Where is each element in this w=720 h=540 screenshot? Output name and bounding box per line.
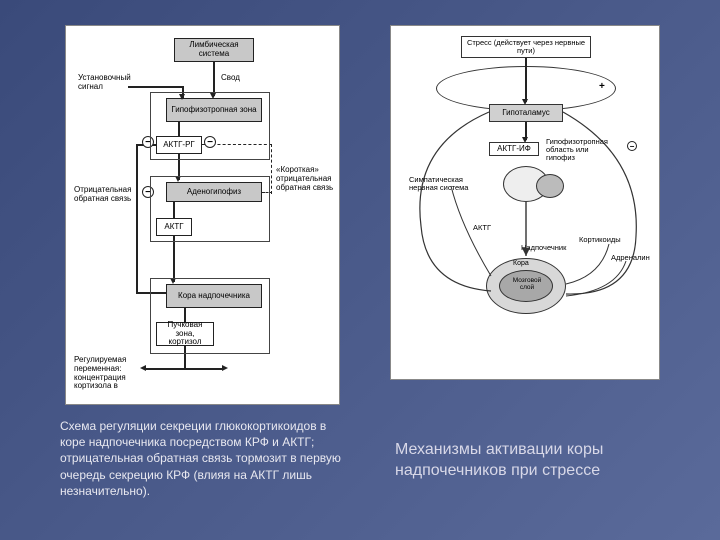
caption-right: Механизмы активации коры надпочечников п…	[395, 440, 675, 482]
label-neg-fb: Отрицательная обратная связь	[74, 186, 136, 204]
label-svod: Свод	[221, 74, 240, 83]
left-diagram-panel: Лимбическая система Гипофизотропная зона…	[65, 25, 340, 405]
label-regulated: Регулируемая переменная: концентрация ко…	[74, 356, 144, 391]
label-signal: Установочный сигнал	[78, 74, 138, 92]
box-limbic: Лимбическая система	[174, 38, 254, 62]
arrow-head	[222, 365, 228, 371]
arrow	[128, 86, 184, 88]
arrow	[144, 368, 224, 370]
minus-icon: −	[627, 141, 637, 151]
label-short-fb: «Короткая» отрицательная обратная связь	[276, 166, 336, 192]
arrow	[173, 236, 175, 282]
arrow	[136, 144, 138, 294]
frame-hypothal	[150, 92, 270, 160]
frame-adrenal	[150, 278, 270, 354]
frame-hypoph	[150, 176, 270, 242]
feedback-curves	[391, 26, 661, 381]
dash-line	[271, 144, 272, 194]
arrow-head	[140, 365, 146, 371]
caption-left: Схема регуляции секреции глюкокортикоидо…	[60, 418, 350, 499]
right-diagram-panel: Стресс (действует через нервные пути) + …	[390, 25, 660, 380]
arrow	[213, 62, 215, 96]
